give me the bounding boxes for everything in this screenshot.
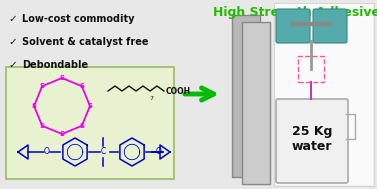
Bar xyxy=(275,4,373,185)
Text: S: S xyxy=(40,83,45,89)
Bar xyxy=(242,22,270,184)
Bar xyxy=(274,3,374,186)
Text: ✓: ✓ xyxy=(8,14,17,24)
Text: 25 Kg
water: 25 Kg water xyxy=(292,125,332,153)
Text: S: S xyxy=(40,123,45,129)
FancyBboxPatch shape xyxy=(276,99,348,183)
Text: Debondable: Debondable xyxy=(22,60,88,70)
Text: S: S xyxy=(79,123,84,129)
Text: COOH: COOH xyxy=(166,87,191,95)
FancyBboxPatch shape xyxy=(276,9,310,43)
Text: O: O xyxy=(44,147,50,156)
Bar xyxy=(232,15,260,177)
Text: 7: 7 xyxy=(149,97,153,101)
Bar xyxy=(6,67,174,179)
Text: Solvent & catalyst free: Solvent & catalyst free xyxy=(22,37,149,47)
Text: ✓: ✓ xyxy=(8,60,17,70)
Text: S: S xyxy=(32,103,37,109)
Text: O: O xyxy=(156,147,162,156)
Text: High Strength Adhesives: High Strength Adhesives xyxy=(213,6,377,19)
Text: C: C xyxy=(100,147,106,156)
Text: Low-cost commodity: Low-cost commodity xyxy=(22,14,135,24)
Text: S: S xyxy=(79,83,84,89)
Text: ✓: ✓ xyxy=(8,37,17,47)
FancyBboxPatch shape xyxy=(313,9,347,43)
Text: S: S xyxy=(87,103,92,109)
Text: S: S xyxy=(60,75,64,81)
Bar xyxy=(298,56,324,82)
Text: S: S xyxy=(60,131,64,137)
